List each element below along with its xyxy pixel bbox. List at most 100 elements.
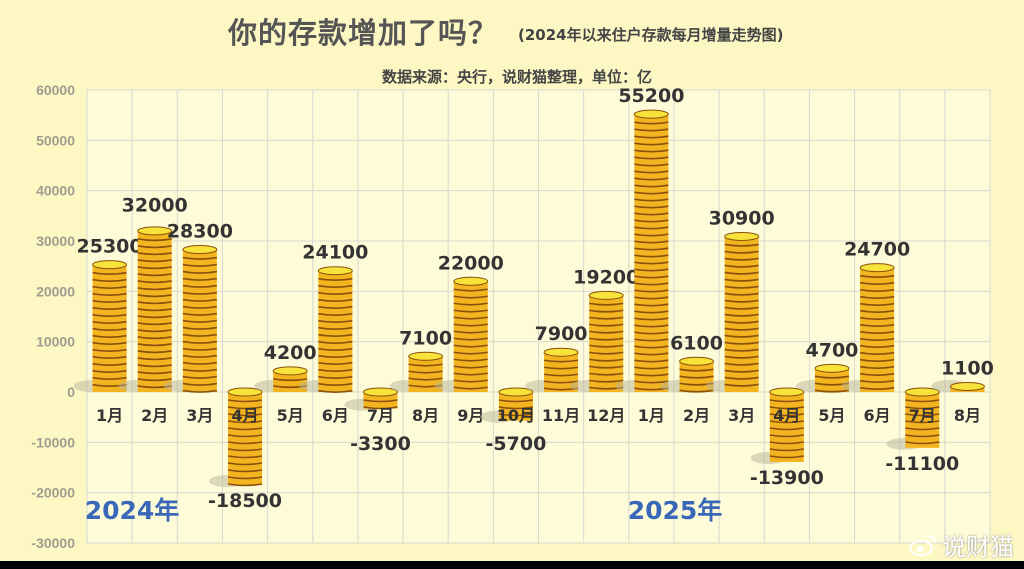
bar-body: [318, 270, 353, 392]
coin-edge: [724, 334, 759, 338]
data-label: 4200: [264, 342, 317, 364]
bar-body: [814, 368, 849, 392]
data-label: 32000: [122, 195, 188, 217]
coin-edge: [498, 406, 534, 410]
coin-edge: [634, 345, 669, 349]
coin-edge: [408, 377, 443, 381]
coin-edge: [859, 337, 895, 341]
coin-stack-bar: [73, 260, 128, 392]
coin-edge: [408, 363, 443, 367]
coin-edge: [92, 376, 127, 380]
coin-edge: [137, 357, 172, 361]
coin-edge: [92, 327, 127, 331]
coin-edge: [453, 309, 488, 313]
coin-edge: [182, 256, 218, 260]
y-tick-label: 60000: [36, 82, 75, 98]
coin-edge: [634, 205, 669, 209]
coin-edge: [92, 362, 127, 366]
coin-stack-bar: [344, 387, 398, 411]
coin-edge: [182, 284, 218, 288]
data-label: 1100: [941, 357, 994, 379]
coin-edge: [724, 313, 759, 317]
coin-edge: [634, 128, 669, 132]
coin-edge: [453, 337, 488, 341]
coin-edge: [182, 326, 218, 330]
coin-edge: [137, 378, 172, 382]
coin-edge: [634, 121, 669, 125]
x-tick-label: 5月: [818, 406, 845, 425]
y-tick-label: -10000: [31, 434, 75, 450]
coin-edge: [318, 305, 353, 309]
coin-edge: [634, 149, 669, 153]
coin-edge: [905, 434, 940, 438]
coin-stack-bar: [525, 347, 579, 392]
data-label: 6100: [670, 332, 723, 354]
coin-edge: [905, 399, 940, 403]
coin-edge: [634, 247, 669, 251]
x-tick-label: 6月: [322, 406, 349, 425]
coin-edge: [543, 380, 579, 384]
coin-edge: [634, 380, 669, 384]
coin-edge: [859, 316, 895, 320]
coin-edge: [859, 386, 895, 390]
coin-edge: [137, 294, 172, 298]
coin-edge: [859, 309, 895, 313]
coin-edge: [318, 382, 353, 386]
coin-edge: [859, 288, 895, 292]
coin-edge: [182, 354, 218, 358]
coin-edge: [589, 344, 624, 348]
coin-edge: [137, 301, 172, 305]
coin-top: [814, 363, 850, 373]
coin-edge: [724, 341, 759, 345]
y-tick-label: -30000: [31, 535, 75, 551]
coin-edge: [453, 323, 488, 327]
coin-edge: [589, 379, 624, 383]
x-tick-label: 11月: [542, 406, 580, 425]
coin-edge: [905, 413, 940, 417]
x-tick-label: 2月: [141, 406, 168, 425]
coin-edge: [634, 142, 669, 146]
coin-edge: [769, 399, 804, 403]
coin-edge: [724, 257, 759, 261]
coin-edge: [453, 295, 488, 299]
y-tick-label: 20000: [36, 283, 75, 299]
coin-top: [859, 263, 895, 273]
coin-edge: [679, 368, 714, 372]
bar-body: [769, 392, 804, 462]
coin-edge: [318, 389, 353, 393]
coin-edge: [453, 365, 488, 369]
coin-edge: [137, 371, 172, 375]
coin-edge: [634, 163, 669, 167]
coin-top: [272, 366, 308, 376]
coin-edge: [318, 368, 353, 372]
coin-edge: [182, 298, 218, 302]
coin-edge: [543, 359, 579, 363]
coin-edge: [318, 347, 353, 351]
coin-edge: [634, 373, 669, 377]
coin-top: [92, 260, 128, 270]
coin-top: [543, 347, 579, 357]
bar-body: [724, 236, 759, 392]
coin-edge: [227, 483, 263, 487]
coin-edge: [724, 369, 759, 373]
coin-top: [498, 387, 534, 397]
x-tick-label: 4月: [773, 406, 800, 425]
coin-edge: [137, 322, 172, 326]
coin-edge: [543, 373, 579, 377]
coin-edge: [227, 462, 263, 466]
coin-edge: [453, 288, 488, 292]
coin-edge: [227, 420, 263, 424]
coin-edge: [137, 273, 172, 277]
coin-stack-bar: [570, 290, 624, 392]
bar-body: [860, 267, 895, 392]
coin-edge: [453, 379, 488, 383]
data-label: 7100: [399, 327, 452, 349]
coin-edge: [92, 285, 127, 289]
coin-stack-bar: [434, 276, 489, 392]
coin-edge: [859, 372, 895, 376]
coin-edge: [453, 330, 488, 334]
x-tick-label: 2月: [683, 406, 710, 425]
coin-edge: [724, 348, 759, 352]
data-label: 30900: [709, 207, 775, 229]
coin-edge: [724, 299, 759, 303]
